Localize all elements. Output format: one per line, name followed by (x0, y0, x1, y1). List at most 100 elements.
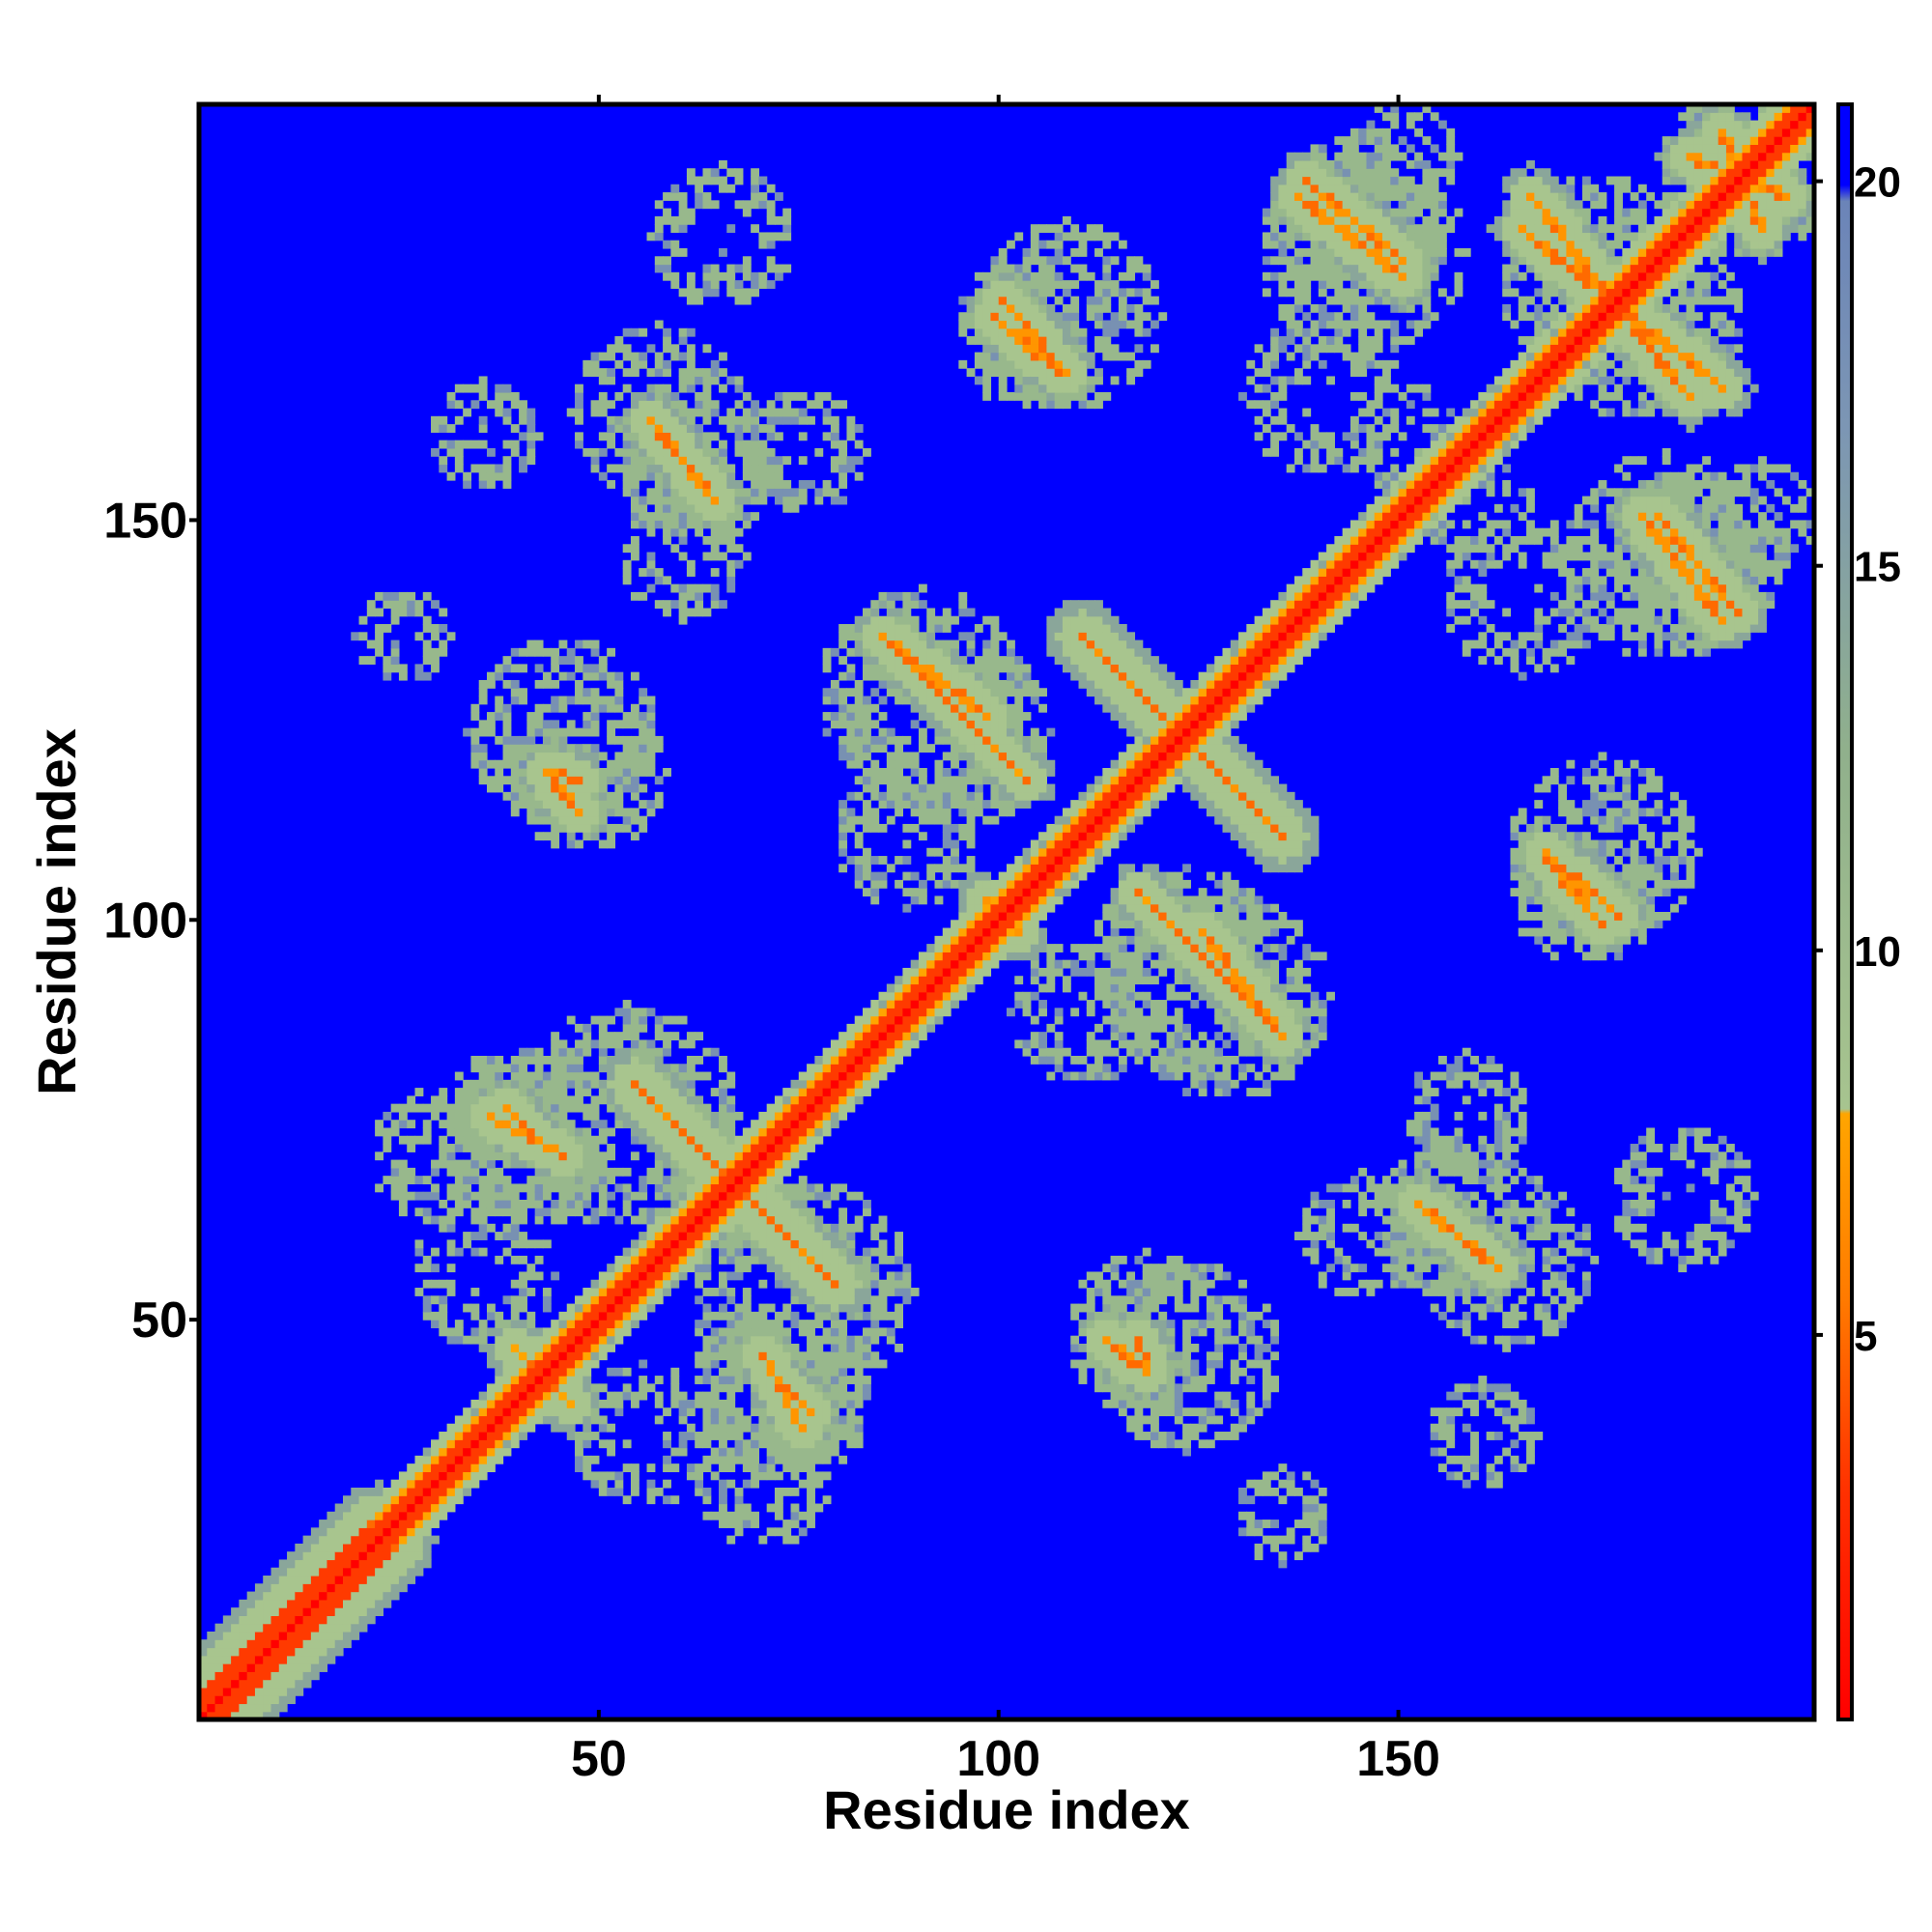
heatmap-cell (782, 1127, 792, 1137)
heatmap-cell (822, 1064, 832, 1073)
heatmap-cell (902, 1032, 912, 1041)
heatmap-cell (358, 1567, 368, 1577)
heatmap-cell (327, 1591, 336, 1601)
heatmap-cell (790, 1415, 800, 1425)
heatmap-cell (526, 1127, 536, 1137)
heatmap-cell (222, 1695, 232, 1705)
heatmap-cell (598, 1079, 608, 1089)
heatmap-cell (470, 1311, 480, 1321)
heatmap-cell (463, 1095, 472, 1105)
heatmap-cell (734, 1383, 744, 1393)
heatmap-cell (902, 1295, 912, 1305)
heatmap-cell (614, 1079, 624, 1089)
heatmap-cell (870, 632, 880, 641)
heatmap-cell (302, 1615, 312, 1625)
heatmap-cell (822, 1391, 832, 1401)
heatmap-cell (1022, 744, 1032, 753)
heatmap-cell (630, 408, 639, 417)
heatmap-cell (895, 1303, 903, 1313)
heatmap-cell (214, 1663, 224, 1672)
heatmap-cell (870, 1271, 880, 1281)
heatmap-cell (390, 639, 400, 649)
heatmap-cell (678, 1015, 688, 1025)
heatmap-cell (1038, 288, 1047, 298)
heatmap-cell (1007, 920, 1015, 929)
heatmap-cell (646, 720, 656, 729)
heatmap-cell (654, 800, 664, 809)
heatmap-cell (663, 1183, 671, 1193)
heatmap-cell (734, 1520, 744, 1528)
heatmap-cell (822, 1359, 832, 1369)
heatmap-cell (622, 1000, 632, 1009)
heatmap-cell (895, 1343, 903, 1352)
heatmap-cell (918, 768, 927, 777)
heatmap-cell (838, 1079, 848, 1089)
heatmap-cell (622, 1264, 632, 1273)
heatmap-cell (454, 1135, 464, 1145)
heatmap-cell (1038, 320, 1047, 329)
heatmap-cell (663, 400, 671, 410)
heatmap-cell (710, 1359, 720, 1369)
heatmap-cell (1022, 288, 1032, 298)
heatmap-cell (654, 464, 664, 473)
heatmap-cell (663, 768, 671, 777)
heatmap-cell (510, 1383, 520, 1393)
heatmap-cell (790, 1511, 800, 1520)
heatmap-cell (582, 696, 592, 705)
heatmap-cell (710, 368, 720, 378)
heatmap-cell (734, 376, 744, 385)
heatmap-cell (663, 471, 671, 481)
heatmap-cell (734, 1208, 744, 1217)
heatmap-cell (726, 1415, 736, 1425)
heatmap-cell (478, 1335, 488, 1345)
heatmap-cell (654, 520, 664, 529)
heatmap-cell (766, 471, 776, 481)
heatmap-cell (958, 912, 968, 921)
heatmap-cell (502, 1415, 512, 1425)
heatmap-cell (486, 1111, 496, 1121)
heatmap-cell (958, 671, 968, 681)
heatmap-cell (695, 200, 704, 210)
heatmap-cell (1030, 384, 1039, 393)
heatmap-cell (398, 1495, 408, 1505)
heatmap-cell (926, 696, 936, 705)
heatmap-cell (758, 1311, 768, 1321)
heatmap-cell (886, 1064, 895, 1073)
heatmap-cell (630, 1295, 639, 1305)
heatmap-cell (854, 791, 864, 801)
heatmap-cell (766, 456, 776, 466)
heatmap-cell (878, 1279, 888, 1289)
heatmap-cell (719, 1111, 727, 1121)
heatmap-cell (918, 688, 927, 697)
heatmap-cell (630, 1264, 639, 1273)
heatmap-cell (607, 839, 616, 849)
heatmap-cell (846, 1359, 856, 1369)
heatmap-cell (670, 424, 680, 433)
heatmap-cell (366, 608, 376, 617)
heatmap-cell (1030, 927, 1039, 937)
heatmap-cell (663, 1463, 671, 1473)
heatmap-cell (807, 1367, 815, 1377)
heatmap-cell (590, 1432, 600, 1440)
heatmap-cell (654, 264, 664, 273)
heatmap-cell (974, 624, 983, 633)
heatmap-cell (575, 1095, 583, 1105)
heatmap-cell (1030, 368, 1039, 378)
heatmap-cell (663, 424, 671, 433)
heatmap-cell (886, 664, 895, 673)
heatmap-cell (454, 1432, 464, 1440)
heatmap-cell (446, 1455, 456, 1464)
heatmap-cell (782, 1183, 792, 1193)
heatmap-cell (726, 224, 736, 234)
heatmap-cell (863, 1327, 871, 1337)
heatmap-cell (878, 679, 888, 689)
heatmap-cell (918, 959, 927, 969)
heatmap-cell (278, 1671, 288, 1681)
heatmap-cell (1014, 935, 1024, 945)
heatmap-cell (663, 1191, 671, 1201)
heatmap-cell (702, 1239, 712, 1249)
heatmap-cell (590, 688, 600, 697)
heatmap-cell (639, 1111, 648, 1121)
heatmap-cell (710, 1176, 720, 1185)
heatmap-cell (598, 1055, 608, 1065)
